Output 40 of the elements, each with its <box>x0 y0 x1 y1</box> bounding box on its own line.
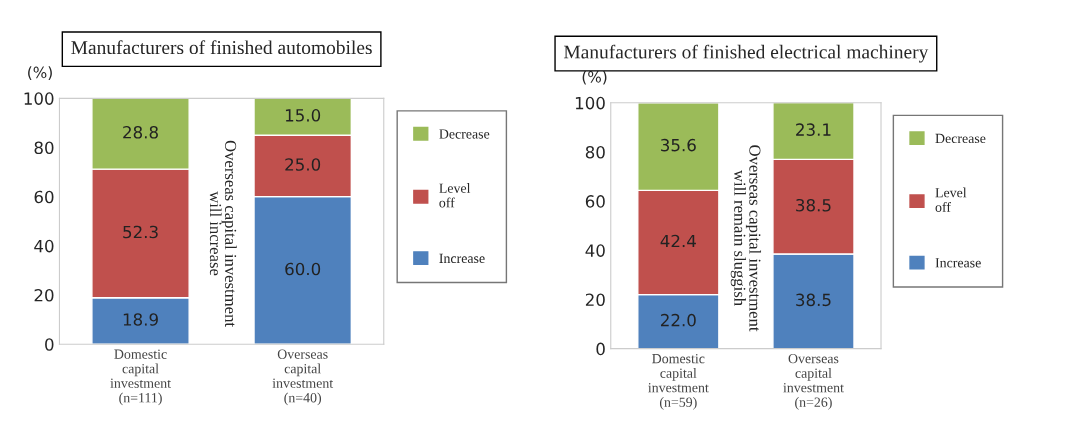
data-label: 60.0 <box>285 262 321 276</box>
y-tick-label: 100 <box>24 92 54 105</box>
annotation: Overseas capital investment will increase <box>209 140 237 327</box>
data-label: 25.0 <box>285 158 321 171</box>
y-tick-label: 20 <box>34 288 54 302</box>
legend-label: Increase <box>935 258 981 268</box>
x-tick-label: Overseas capital investment (n=40) <box>272 349 334 406</box>
y-tick-label: 80 <box>34 141 54 155</box>
y-tick-label: 40 <box>34 239 54 253</box>
chart-title: Manufacturers of finished automobiles <box>71 40 372 55</box>
x-tick-label: Overseas capital investment (n=26) <box>783 353 844 410</box>
legend-label: Increase <box>439 253 485 264</box>
y-tick-label: 0 <box>596 342 605 356</box>
y-tick-label: 60 <box>34 190 54 204</box>
data-label: 38.5 <box>796 198 831 212</box>
legend-label: Level off <box>935 187 967 212</box>
x-tick-label: Domestic capital investment (n=59) <box>648 353 709 410</box>
y-axis-title: (%) <box>28 66 52 80</box>
y-tick-label: 40 <box>585 244 605 257</box>
legend-label: Level off <box>439 183 471 208</box>
y-tick-label: 0 <box>45 338 54 351</box>
y-tick-label: 80 <box>585 145 605 159</box>
data-label: 22.0 <box>660 313 696 327</box>
data-label: 35.6 <box>661 138 696 152</box>
data-label: 52.3 <box>123 225 158 239</box>
annotation: Overseas capital investment will remain sluggish <box>730 145 762 332</box>
x-tick-label: Domestic capital investment (n=111) <box>110 349 171 406</box>
chart-title: Manufacturers of finished electrical machinery <box>563 44 929 63</box>
legend-label: Decrease <box>439 129 490 139</box>
data-label: 28.8 <box>123 125 158 139</box>
y-tick-label: 60 <box>585 195 605 208</box>
data-label: 23.1 <box>796 123 831 136</box>
legend-label: Decrease <box>935 133 986 144</box>
y-tick-label: 100 <box>575 96 605 110</box>
y-axis-title: (%) <box>582 70 607 85</box>
data-label: 15.0 <box>285 109 321 122</box>
y-tick-label: 20 <box>585 293 605 307</box>
data-label: 18.9 <box>123 313 158 326</box>
data-label: 42.4 <box>660 234 696 248</box>
data-label: 38.5 <box>796 293 831 307</box>
